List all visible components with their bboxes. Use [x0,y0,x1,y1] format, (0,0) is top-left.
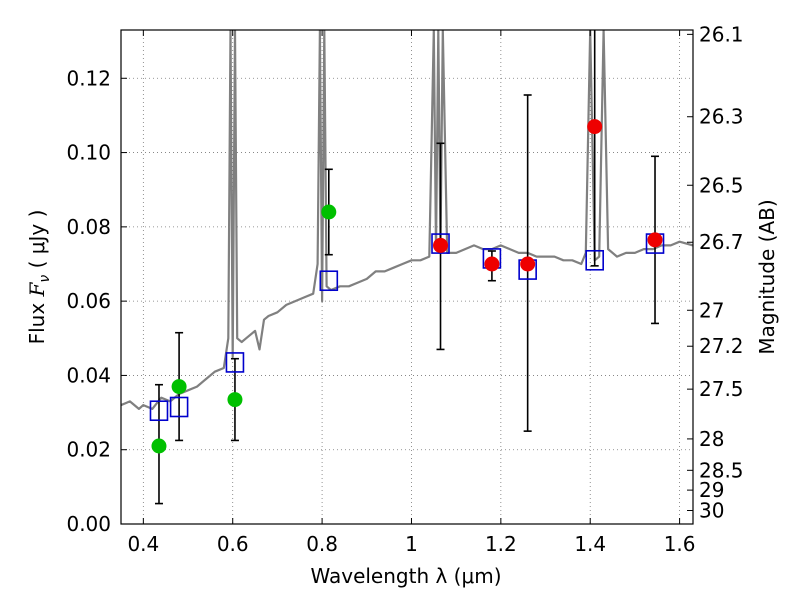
x-tick-label: 0.8 [306,532,338,556]
x-tick-label: 0.4 [127,532,159,556]
y2-tick-label: 26.7 [699,230,744,254]
red-point-marker [484,256,500,272]
y2-axis-label: Magnitude (AB) [755,199,779,354]
green-point-marker [321,204,337,220]
x-tick-label: 1.4 [574,532,606,556]
model-photometry-box [585,249,604,271]
y2-tick-label: 26.3 [699,105,744,129]
green-point-marker [151,438,167,454]
y2-tick-label: 27.2 [699,334,744,358]
model-photometry-box [225,352,245,373]
green-point-marker [171,379,187,395]
x-tick-label: 1.6 [664,532,696,556]
red-point-marker [520,256,536,272]
y2-tick-label: 26.5 [699,173,744,197]
y2-tick-label: 27.5 [699,377,744,401]
green-point-marker [227,392,243,408]
y-tick-label: 0.04 [66,363,111,387]
y-axis-label: Flux Fν ( μJy ) [25,210,53,345]
y-tick-label: 0.08 [66,215,111,239]
y-tick-label: 0.06 [66,289,111,313]
x-tick-label: 0.6 [217,532,249,556]
red-point-marker [587,119,603,135]
model-photometry-box [169,396,189,418]
y-tick-label: 0.12 [66,66,111,90]
y2-tick-label: 28 [699,427,724,451]
red-point-marker [433,237,449,253]
y-tick-label: 0.00 [66,512,111,536]
y-tick-label: 0.10 [66,141,111,165]
y2-tick-label: 29 [699,478,724,502]
plot-frame [120,29,694,525]
model-photometry-box [431,233,450,254]
model-photometry-box [319,270,339,292]
model-photometry-box [149,400,169,422]
x-tick-label: 1 [405,532,418,556]
x-tick-label: 1.2 [485,532,517,556]
y2-tick-label: 27 [699,298,724,322]
y2-tick-label: 26.1 [699,22,744,46]
y-tick-label: 0.02 [66,438,111,462]
x-axis-label: Wavelength λ (μm) [310,564,501,588]
red-point-marker [647,232,663,248]
y2-tick-label: 30 [699,499,724,523]
y2-tick-label: 28.5 [699,458,744,482]
model-spectrum-line [121,30,693,410]
